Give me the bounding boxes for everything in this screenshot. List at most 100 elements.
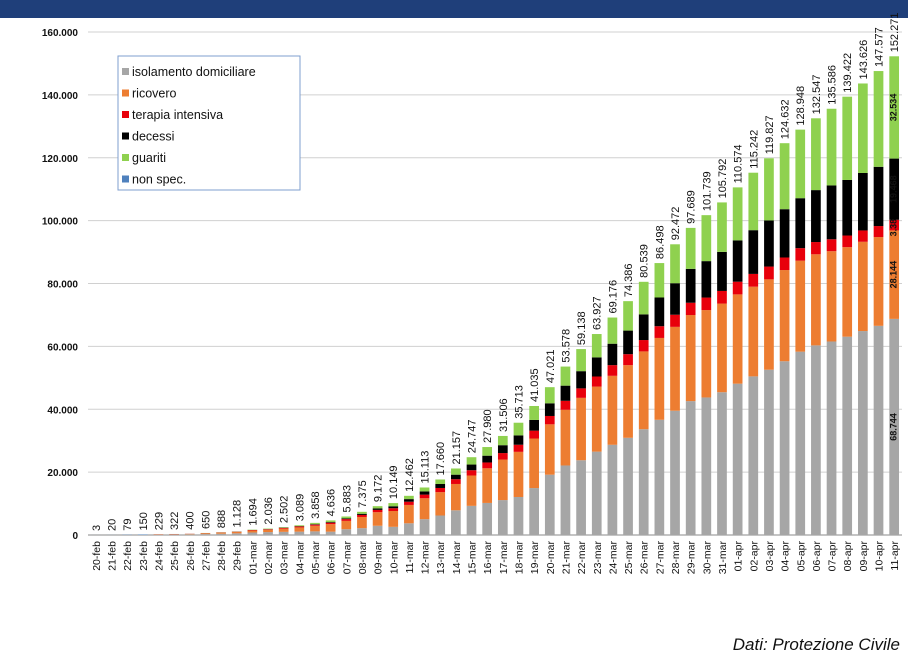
- x-tick-label: 10-apr: [874, 541, 886, 572]
- bar-segment: [404, 495, 414, 500]
- bar-segment: [654, 297, 665, 327]
- y-tick-label: 160.000: [42, 28, 79, 39]
- bar-segment: [404, 499, 414, 502]
- bar-segment: [247, 532, 258, 535]
- bar-segment: [732, 240, 743, 282]
- total-label: 69.176: [607, 280, 619, 314]
- bar-segment: [811, 345, 821, 535]
- bar-segment: [482, 468, 493, 503]
- x-tick-label: 27-feb: [200, 541, 212, 571]
- segment-label: 19.468: [889, 175, 899, 203]
- total-label: 10.149: [388, 465, 400, 499]
- total-label: 139.422: [842, 53, 854, 93]
- bar-segment: [764, 220, 774, 267]
- total-label: 4.636: [326, 489, 338, 517]
- bar-segment: [748, 286, 759, 377]
- bar-segment: [842, 179, 853, 236]
- x-tick-label: 09-mar: [373, 541, 385, 575]
- bar-segment: [670, 326, 680, 411]
- bar-segment: [404, 523, 414, 535]
- bar-segment: [623, 365, 633, 438]
- total-label: 119.827: [764, 115, 776, 154]
- total-label: 92.472: [670, 207, 682, 241]
- bar-segment: [482, 462, 493, 469]
- bar-segment: [638, 314, 649, 341]
- bar-segment: [685, 401, 696, 535]
- x-tick-label: 02-apr: [748, 541, 760, 572]
- bar-segment: [294, 527, 305, 532]
- total-label: 27.980: [482, 409, 494, 443]
- header-strip: [0, 0, 908, 18]
- x-tick-label: 22-mar: [576, 541, 588, 575]
- bar-segment: [701, 297, 712, 311]
- bar-segment: [231, 532, 242, 534]
- bar-segment: [873, 71, 884, 167]
- legend-box: [117, 55, 301, 191]
- bar-segment: [247, 530, 258, 533]
- bar-segment: [889, 230, 900, 319]
- total-label: 86.498: [654, 225, 666, 259]
- bar-segment: [732, 187, 743, 241]
- bar-segment: [497, 500, 508, 535]
- bar-segment: [419, 494, 430, 499]
- bar-segment: [341, 520, 352, 530]
- x-tick-label: 07-mar: [341, 541, 353, 575]
- bar-segment: [764, 266, 774, 280]
- x-tick-label: 04-mar: [294, 541, 306, 575]
- legend-entry: non spec.: [132, 173, 186, 187]
- bar-segment: [544, 474, 555, 535]
- bar-segment: [842, 96, 853, 180]
- bar-segment: [451, 474, 461, 480]
- bar-segment: [717, 392, 727, 535]
- bar-segment: [873, 237, 884, 326]
- bar-segment: [638, 340, 649, 352]
- bar-segment: [858, 172, 868, 231]
- bar-segment: [529, 488, 539, 535]
- total-label: 322: [169, 512, 181, 530]
- bar-segment: [560, 465, 571, 535]
- bar-segment: [779, 257, 790, 271]
- bar-segment: [544, 415, 555, 425]
- bar-segment: [451, 483, 461, 511]
- legend-entry: terapia intensiva: [132, 108, 223, 122]
- bar-segment: [184, 534, 195, 535]
- x-tick-label: 02-mar: [263, 541, 275, 575]
- total-label: 124.632: [780, 99, 792, 139]
- bar-segment: [670, 244, 680, 284]
- x-tick-label: 26-mar: [639, 541, 651, 575]
- total-label: 400: [185, 511, 197, 529]
- bar-segment: [294, 526, 305, 528]
- y-tick-label: 100.000: [42, 217, 79, 228]
- total-label: 115.242: [748, 130, 760, 169]
- total-label: 3: [91, 525, 103, 531]
- y-tick-label: 140.000: [42, 91, 79, 102]
- bar-segment: [482, 502, 493, 535]
- total-label: 59.138: [576, 311, 588, 345]
- bar-segment: [779, 361, 790, 535]
- bar-segment: [748, 172, 759, 231]
- total-label: 20: [106, 519, 118, 531]
- bar-segment: [795, 351, 806, 535]
- segment-label: 3.381: [889, 214, 899, 237]
- x-tick-label: 06-mar: [326, 541, 338, 575]
- segment-label: 32.534: [889, 94, 899, 122]
- bar-segment: [435, 484, 446, 488]
- bar-segment: [482, 455, 493, 463]
- total-label: 24.747: [467, 420, 479, 454]
- bar-segment: [544, 403, 555, 416]
- bar-segment: [670, 410, 680, 535]
- total-label: 97.689: [686, 190, 698, 224]
- bar-segment: [685, 302, 696, 316]
- bar-segment: [388, 510, 399, 527]
- bar-segment: [638, 351, 649, 430]
- total-label: 110.574: [733, 144, 745, 183]
- bar-segment: [372, 525, 383, 535]
- legend-swatch: [122, 154, 129, 161]
- bar-segment: [889, 219, 900, 231]
- bar-segment: [748, 376, 759, 535]
- legend-swatch: [122, 175, 129, 183]
- bar-segment: [717, 202, 727, 252]
- bar-segment: [889, 158, 900, 220]
- bar-segment: [497, 435, 508, 446]
